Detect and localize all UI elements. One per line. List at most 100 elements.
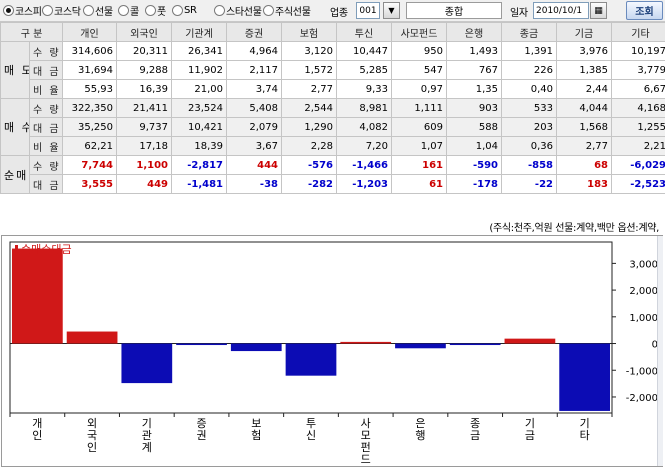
table-row: 매 도수 량314,60620,31126,3414,9643,12010,44… (0, 41, 665, 99)
table-cell: 5,285 (336, 60, 392, 80)
table-cell: -1,466 (336, 155, 392, 175)
table-cell: 9,288 (116, 60, 172, 80)
table-cell: 767 (446, 60, 502, 80)
table-cell: 4,964 (226, 41, 282, 61)
table-cell: 9,737 (116, 117, 172, 137)
calendar-button[interactable]: ▦ (590, 2, 607, 19)
table-body: 매 도수 량314,60620,31126,3414,9643,12010,44… (0, 41, 665, 194)
radio-icon[interactable] (145, 5, 156, 16)
market-radio-2[interactable]: 선물 (83, 3, 113, 18)
radio-icon[interactable] (263, 5, 274, 16)
table-cell: -858 (501, 155, 557, 175)
y-tick-label: 2,000 (629, 286, 658, 297)
net-buy-chart: 3,000 2,000 1,000 0 -1,000 -2,000 개 인 외 국 인 기 관 계 증 권 보 험… (1, 235, 663, 467)
radio-icon[interactable] (3, 5, 14, 16)
bar-10 (559, 343, 610, 411)
table-cell: 3,74 (226, 79, 282, 99)
table-cell: 68 (556, 155, 612, 175)
table-cell: 2,77 (281, 79, 337, 99)
table-cell: 0,36 (501, 136, 557, 156)
market-radio-7[interactable]: 주식선물 (263, 3, 311, 18)
column-header: 투신 (336, 22, 392, 42)
date-input[interactable]: 2010/10/1 (533, 2, 589, 19)
table-row: 순매 수 량 7,744 1,100 -2,817 444 -576 -1,466 161 -59… (0, 155, 665, 194)
toolbar: 코스피 코스닥 선물 콜 풋 SR 스타선물 주식선물 업종 001 ▼ 종합 일자 2010… (0, 0, 665, 22)
table-cell: 4,082 (336, 117, 392, 137)
market-radio-5[interactable]: SR (172, 3, 197, 18)
bar-5 (285, 343, 337, 376)
table-cell: 10,421 (171, 117, 227, 137)
table-cell: 1,493 (446, 41, 502, 61)
table-cell: 18,39 (171, 136, 227, 156)
table-cell: 11,902 (171, 60, 227, 80)
table-cell: 1,255 (611, 117, 665, 137)
table-cell: 4,168 (611, 98, 665, 118)
table-cell: 9,33 (336, 79, 392, 99)
table-cell: 55,93 (62, 79, 117, 99)
market-radio-1[interactable]: 코스닥 (42, 3, 81, 18)
sector-code-input[interactable]: 001 (356, 2, 380, 19)
net-buy-chart-svg: 3,000 2,000 1,000 0 -1,000 -2,000 개 인 외 국 인 기 관 계 증 권 보 험… (9, 241, 658, 466)
table-cell: 20,311 (116, 41, 172, 61)
sector-dropdown-button[interactable]: ▼ (383, 2, 400, 19)
table-cell: 2,21 (611, 136, 665, 156)
market-radio-3[interactable]: 콜 (118, 3, 139, 18)
table-cell: -2,817 (171, 155, 227, 175)
market-radio-label: 코스닥 (54, 7, 81, 18)
table-cell: -22 (501, 174, 557, 194)
radio-icon[interactable] (118, 5, 129, 16)
market-radio-label: 선물 (95, 7, 113, 18)
market-radio-label: 주식선물 (275, 7, 311, 18)
table-cell: 903 (446, 98, 502, 118)
table-cell: -2,523 (611, 174, 665, 194)
query-button[interactable]: 조회 (626, 1, 663, 20)
table-cell: 3,779 (611, 60, 665, 80)
table-row: 비 율 62,21 17,18 18,39 3,67 2,28 7,20 1,07 1,04 0,… (1, 136, 665, 156)
table-cell: 183 (556, 174, 612, 194)
table-cell: 950 (391, 41, 447, 61)
table-cell: 0,97 (391, 79, 447, 99)
table-cell: 5,408 (226, 98, 282, 118)
table-cell: 6,67 (611, 79, 665, 99)
table-cell: 31,694 (62, 60, 117, 80)
chevron-down-icon: ▼ (388, 6, 395, 15)
bar-3 (176, 343, 227, 346)
radio-icon[interactable] (172, 5, 183, 16)
table-row: 대 금 31,694 9,288 11,902 2,117 1,572 5,285 547 76… (1, 60, 665, 80)
sector-name-field: 종합 (406, 2, 502, 19)
y-tick-label: 1,000 (629, 313, 658, 324)
bar-9 (504, 338, 556, 344)
table-cell: 61 (391, 174, 447, 194)
market-radio-0[interactable]: 코스피 (3, 3, 42, 18)
radio-icon[interactable] (42, 5, 53, 16)
date-label: 일자 (510, 8, 528, 19)
table-cell: -590 (446, 155, 502, 175)
table-cell: 2,28 (281, 136, 337, 156)
table-cell: 16,39 (116, 79, 172, 99)
market-radio-label: 콜 (130, 7, 139, 18)
row-label: 비 율 (29, 79, 63, 99)
market-radio-4[interactable]: 풋 (145, 3, 166, 18)
column-header: 증권 (226, 22, 282, 42)
table-cell: -282 (281, 174, 337, 194)
radio-icon[interactable] (83, 5, 94, 16)
market-radio-label: 풋 (157, 7, 166, 18)
table-cell: 1,572 (281, 60, 337, 80)
table-cell: 2,544 (281, 98, 337, 118)
table-cell: -6,029 (611, 155, 665, 175)
chart-scrollbar[interactable] (657, 236, 663, 466)
radio-icon[interactable] (214, 5, 225, 16)
market-radio-label: 코스피 (15, 7, 42, 18)
bar-7 (395, 343, 446, 349)
table-cell: 8,981 (336, 98, 392, 118)
market-radio-6[interactable]: 스타선물 (214, 3, 262, 18)
row-label: 수 량 (29, 155, 63, 175)
y-tick-label: -1,000 (626, 366, 658, 377)
